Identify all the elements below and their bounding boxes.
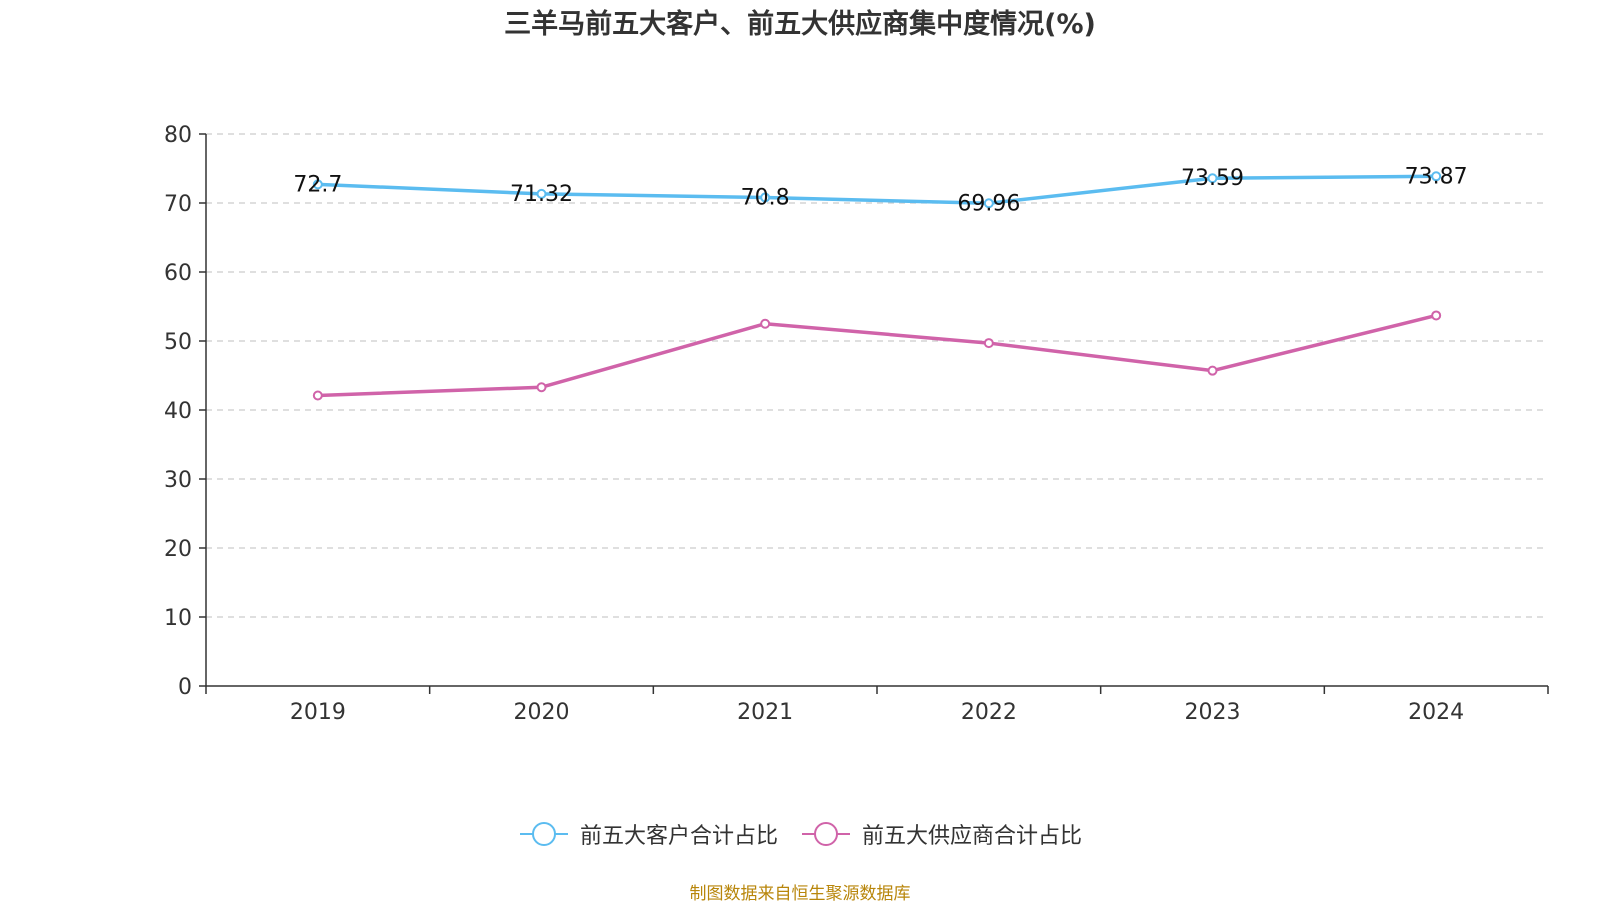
y-tick-label: 50 <box>164 330 192 355</box>
y-tick-label: 10 <box>164 606 192 631</box>
axes: 0 10 20 30 40 50 60 70 80 2019 2020 2021 2022 2023 202… <box>164 123 1549 725</box>
legend-item-customers[interactable]: 前五大客户合计占比 <box>518 818 778 850</box>
x-tick-label-2021: 2021 <box>737 700 793 725</box>
legend-label-customers: 前五大客户合计占比 <box>579 824 778 849</box>
y-tick-label: 80 <box>164 123 192 148</box>
x-tick-label-2020: 2020 <box>514 700 570 725</box>
data-point-1-2023 <box>1207 365 1218 376</box>
y-tick-label: 70 <box>164 192 192 217</box>
series-lines <box>312 171 1442 401</box>
y-tick-label: 30 <box>164 468 192 493</box>
data-label-0-2022: 69.96 <box>957 191 1020 216</box>
legend-label-suppliers: 前五大供应商合计占比 <box>862 824 1083 849</box>
legend-item-suppliers[interactable]: 前五大供应商合计占比 <box>800 818 1082 850</box>
data-point-0-2022 <box>983 198 994 209</box>
data-point-1-2024 <box>1431 310 1442 321</box>
data-point-1-2021 <box>760 318 771 329</box>
data-label-0-2023: 73.59 <box>1181 166 1244 191</box>
y-tick-label: 40 <box>164 399 192 424</box>
legend-marker-suppliers <box>802 822 850 846</box>
chart-title: 三羊马前五大客户、前五大供应商集中度情况(%) <box>504 9 1096 40</box>
x-tick-label-2024: 2024 <box>1408 700 1464 725</box>
data-point-0-2019 <box>312 179 323 190</box>
legend-marker-customers <box>519 822 568 846</box>
grid-lines <box>206 133 1548 618</box>
data-point-1-2019 <box>312 390 323 401</box>
legend: 前五大客户合计占比 前五大供应商合计占比 <box>0 818 1600 850</box>
data-label-0-2019: 72.7 <box>293 172 342 197</box>
series-line-1 <box>317 313 1437 398</box>
x-tick-label-2019: 2019 <box>290 700 346 725</box>
y-tick-label: 20 <box>164 537 192 562</box>
data-labels: 72.7 71.32 70.8 69.96 73.59 73.87 <box>293 164 1467 216</box>
data-point-0-2020 <box>536 188 547 199</box>
x-tick-label-2022: 2022 <box>961 700 1017 725</box>
y-tick-label: 60 <box>164 261 192 286</box>
source-note: 制图数据来自恒生聚源数据库 <box>689 884 911 904</box>
x-tick-label-2023: 2023 <box>1185 700 1241 725</box>
data-label-0-2024: 73.87 <box>1405 164 1468 189</box>
data-point-0-2023 <box>1207 173 1218 184</box>
series-line-0 <box>317 174 1437 206</box>
data-point-0-2024 <box>1431 171 1442 182</box>
data-label-0-2021: 70.8 <box>741 185 790 210</box>
y-tick-label: 0 <box>178 675 192 700</box>
data-point-1-2020 <box>536 382 547 393</box>
data-point-0-2021 <box>760 192 771 203</box>
data-label-0-2020: 71.32 <box>510 182 573 207</box>
data-point-1-2022 <box>983 338 994 349</box>
